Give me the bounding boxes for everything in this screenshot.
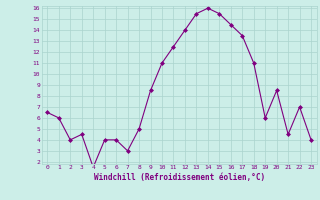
X-axis label: Windchill (Refroidissement éolien,°C): Windchill (Refroidissement éolien,°C)	[94, 173, 265, 182]
